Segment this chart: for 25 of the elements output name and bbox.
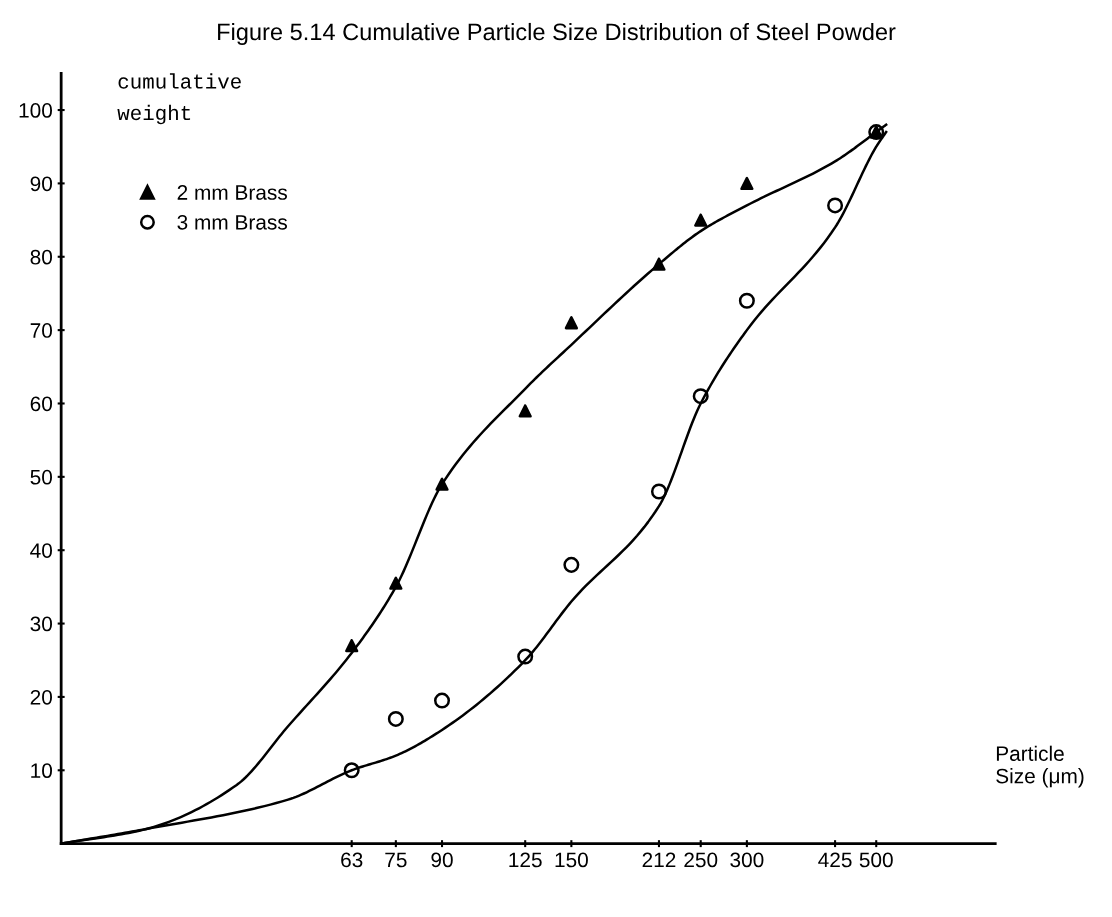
x-tick-label: 500 (859, 852, 893, 868)
x-tick-label: 425 (818, 852, 852, 868)
y-axis-title: cumulative weight (117, 73, 241, 125)
x-tick-label: 125 (509, 852, 542, 868)
y-tick-label: 70 (30, 323, 53, 338)
y-tick-label: 40 (30, 543, 53, 558)
y-tick-label: 80 (30, 249, 53, 265)
x-tick-label: 63 (341, 852, 363, 868)
x-tick-label: 150 (555, 852, 588, 868)
y-tick-label: 50 (30, 469, 53, 485)
x-tick-label: 90 (431, 852, 453, 868)
x-tick-label: 250 (684, 852, 718, 868)
y-tick-label: 60 (30, 396, 53, 412)
y-tick-label: 20 (30, 689, 53, 705)
chart-title: Figure 5.14 Cumulative Particle Size Distribution of Steel Powder (218, 22, 896, 45)
x-tick-label: 75 (385, 852, 407, 868)
y-tick-label: 10 (31, 763, 53, 779)
x-tick-label: 300 (730, 852, 764, 868)
y-tick-label: 30 (30, 616, 53, 632)
x-tick-label: 212 (642, 852, 676, 868)
legend-label: 3 mm Brass (177, 214, 287, 230)
y-tick-label: 100 (19, 103, 53, 118)
x-axis-title: Particle Size (μm) (996, 745, 1084, 788)
y-tick-label: 90 (30, 176, 53, 192)
legend-label: 2 mm Brass (177, 185, 287, 200)
